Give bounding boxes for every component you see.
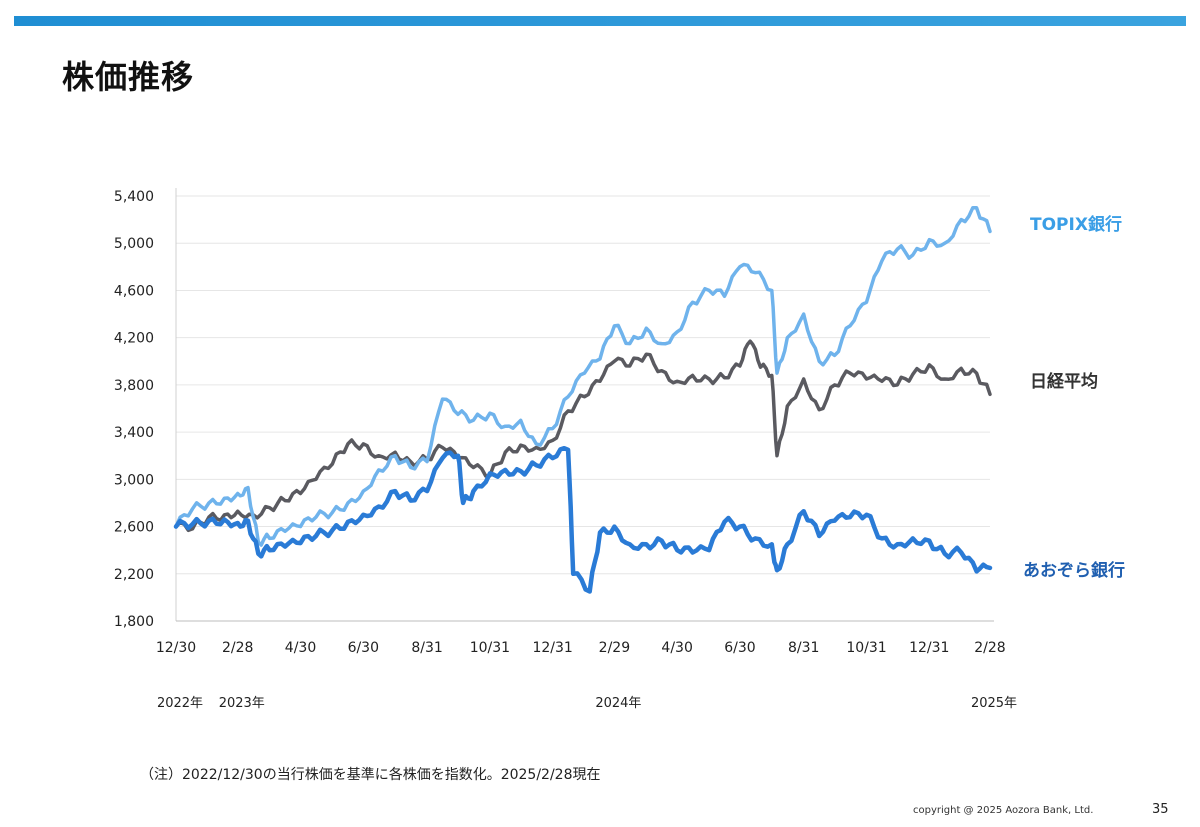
x-tick-label: 8/31 bbox=[411, 640, 442, 656]
nikkei-series-line bbox=[174, 339, 992, 533]
y-tick-label: 5,400 bbox=[114, 189, 154, 205]
y-tick-label: 4,200 bbox=[114, 331, 154, 347]
y-tick-label: 5,000 bbox=[114, 236, 154, 252]
y-tick-label: 3,400 bbox=[114, 425, 154, 441]
aozora-series-line bbox=[173, 445, 993, 594]
label-nikkei: 日経平均 bbox=[1030, 371, 1098, 392]
y-tick-label: 3,000 bbox=[114, 472, 154, 488]
x-tick-label: 2/28 bbox=[974, 640, 1005, 656]
year-labels: 2022年 2023年 2024年 2025年 bbox=[157, 696, 1017, 711]
axes bbox=[175, 188, 994, 622]
x-tick-label: 2/29 bbox=[599, 640, 630, 656]
label-aozora: あおぞら銀行 bbox=[1023, 560, 1125, 581]
y-axis-ticks: 5,400 5,000 4,600 4,200 3,800 3,400 3,000 2,600… bbox=[114, 189, 154, 630]
x-tick-label: 8/31 bbox=[788, 640, 819, 656]
page-title: 株価推移 bbox=[62, 58, 195, 96]
year-label: 2022年 bbox=[157, 696, 203, 711]
x-tick-label: 2/28 bbox=[222, 640, 253, 656]
topix-banks-series-line bbox=[174, 205, 992, 547]
x-tick-label: 12/31 bbox=[532, 640, 572, 656]
chart-footnote: （注）2022/12/30の当行株価を基準に各株価を指数化。2025/2/28現… bbox=[140, 767, 601, 783]
x-tick-label: 10/31 bbox=[470, 640, 510, 656]
x-tick-label: 4/30 bbox=[285, 640, 316, 656]
x-tick-label: 4/30 bbox=[661, 640, 692, 656]
page-number: 35 bbox=[1152, 802, 1169, 817]
y-tick-label: 1,800 bbox=[114, 614, 154, 630]
year-label: 2025年 bbox=[971, 696, 1017, 711]
x-tick-label: 6/30 bbox=[348, 640, 379, 656]
x-tick-label: 12/31 bbox=[909, 640, 949, 656]
y-tick-label: 3,800 bbox=[114, 378, 154, 394]
x-axis-ticks: 12/30 2/28 4/30 6/30 8/31 10/31 12/31 2/29 4/30 6… bbox=[156, 640, 1006, 656]
header-accent-bar bbox=[14, 16, 1186, 26]
grid-lines bbox=[176, 195, 990, 575]
y-tick-label: 4,600 bbox=[114, 283, 154, 299]
series-lines bbox=[173, 205, 993, 594]
year-label: 2024年 bbox=[595, 696, 641, 711]
stock-price-chart: 5,400 5,000 4,600 4,200 3,800 3,400 3,000 2,600… bbox=[114, 188, 1125, 711]
label-topix-banks: TOPIX銀行 bbox=[1030, 214, 1122, 235]
copyright-text: copyright @ 2025 Aozora Bank, Ltd. bbox=[913, 805, 1094, 816]
x-tick-label: 6/30 bbox=[724, 640, 755, 656]
y-tick-label: 2,600 bbox=[114, 520, 154, 536]
x-tick-label: 10/31 bbox=[846, 640, 886, 656]
y-tick-label: 2,200 bbox=[114, 567, 154, 583]
x-tick-label: 12/30 bbox=[156, 640, 196, 656]
year-label: 2023年 bbox=[219, 696, 265, 711]
